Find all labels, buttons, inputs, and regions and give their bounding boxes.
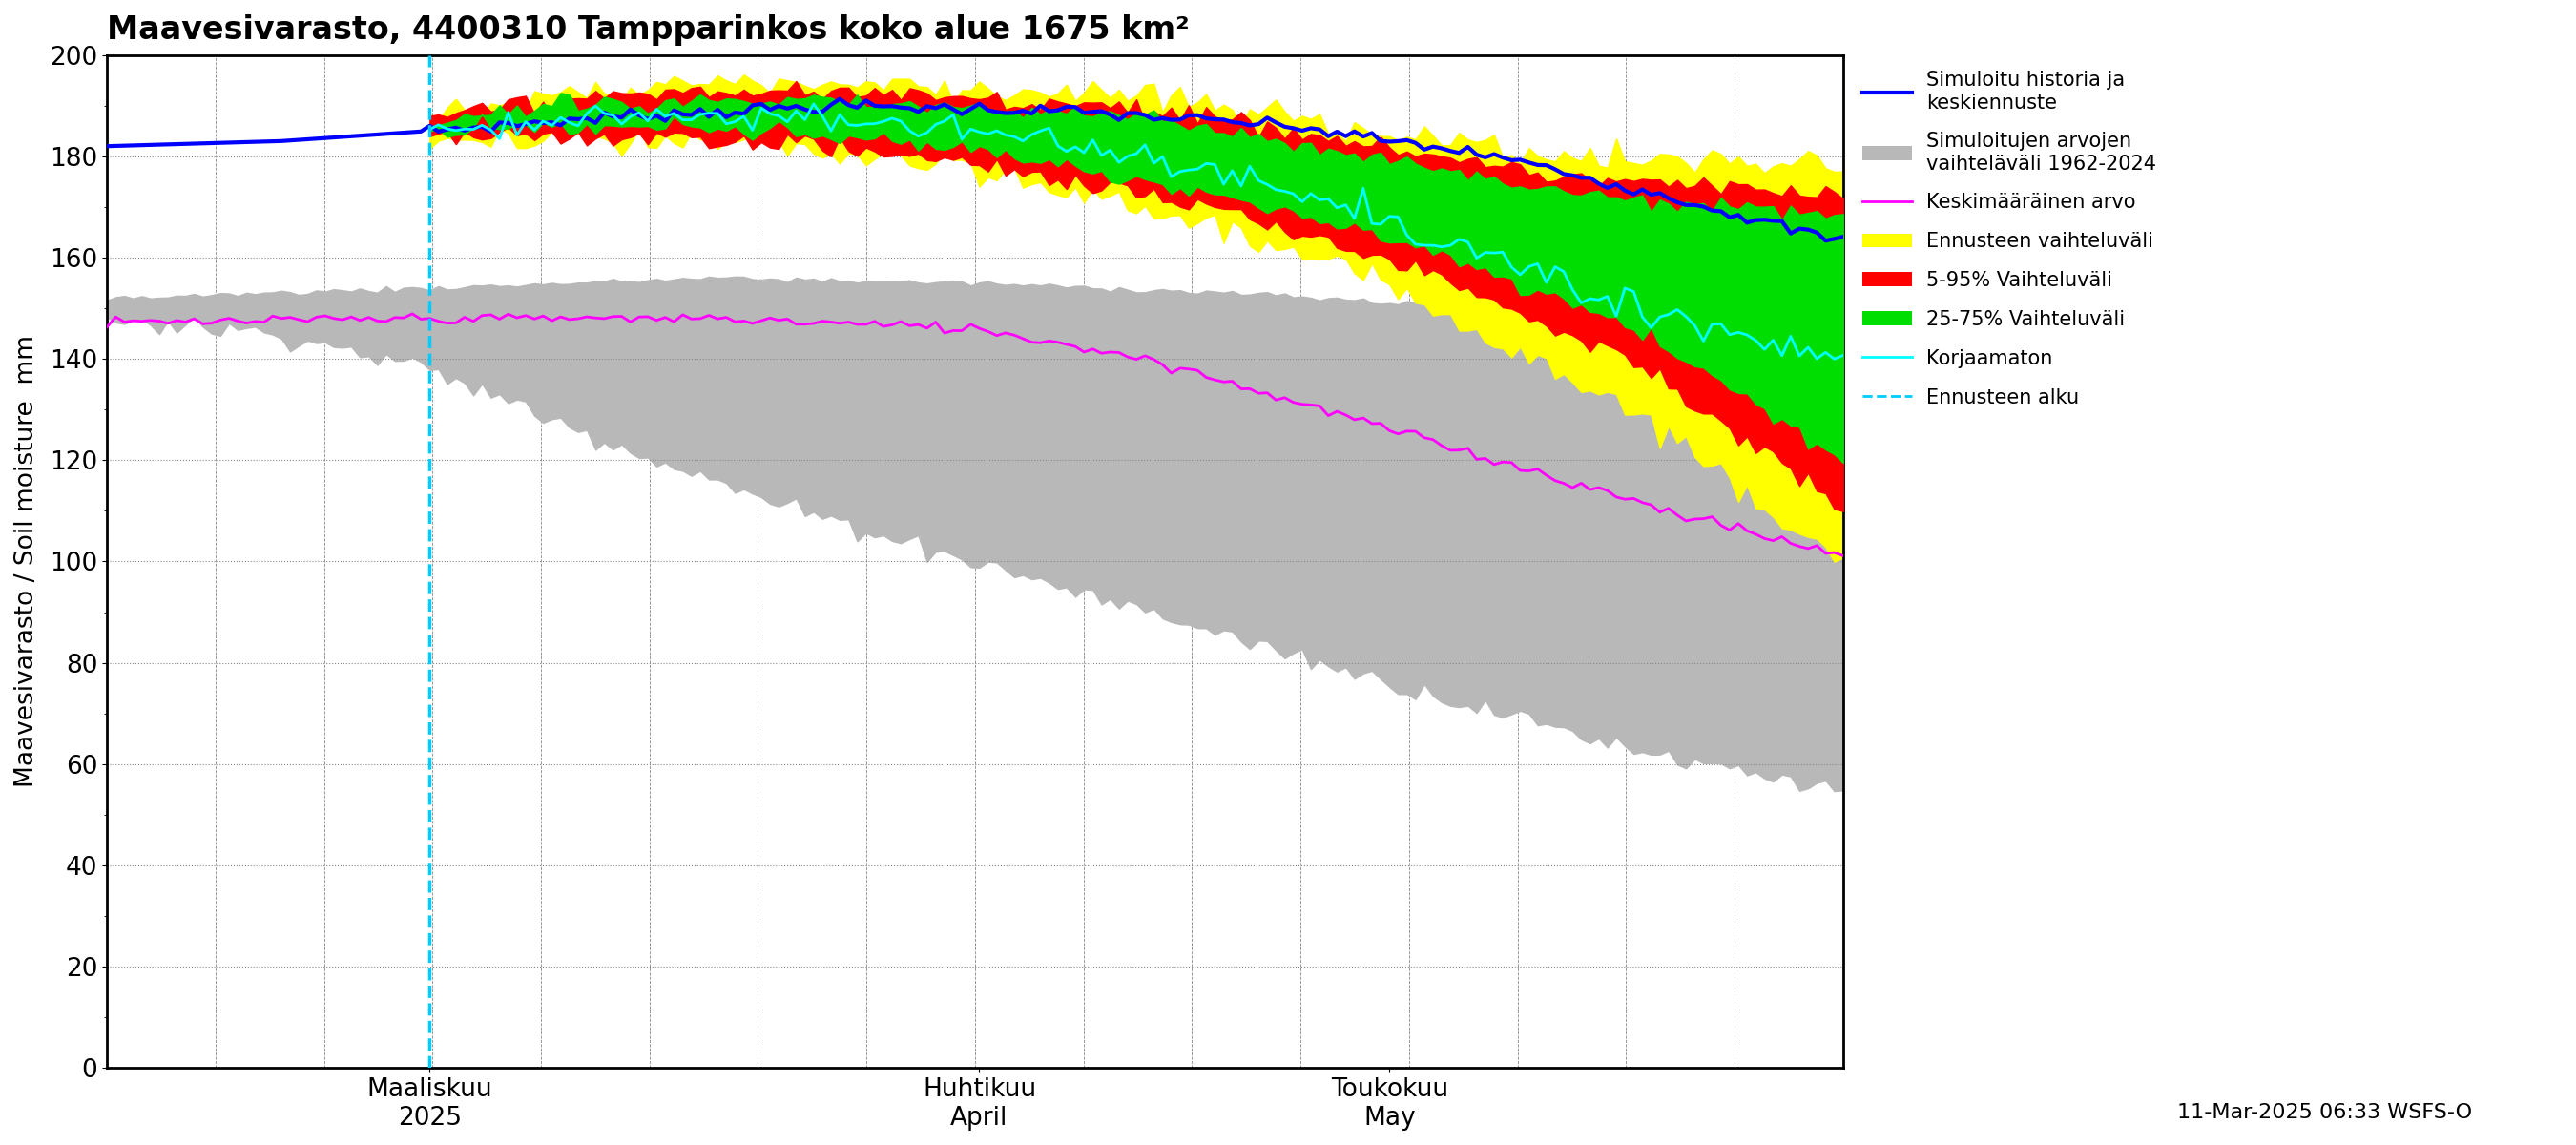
Text: Maavesivarasto, 4400310 Tampparinkos koko alue 1675 km²: Maavesivarasto, 4400310 Tampparinkos kok… — [108, 14, 1190, 46]
Text: 11-Mar-2025 06:33 WSFS-O: 11-Mar-2025 06:33 WSFS-O — [2177, 1103, 2470, 1122]
Legend: Simuloitu historia ja
keskiennuste, Simuloitujen arvojen
vaihteläväli 1962-2024,: Simuloitu historia ja keskiennuste, Simu… — [1857, 65, 2161, 413]
Y-axis label: Maavesivarasto / Soil moisture  mm: Maavesivarasto / Soil moisture mm — [15, 335, 39, 788]
